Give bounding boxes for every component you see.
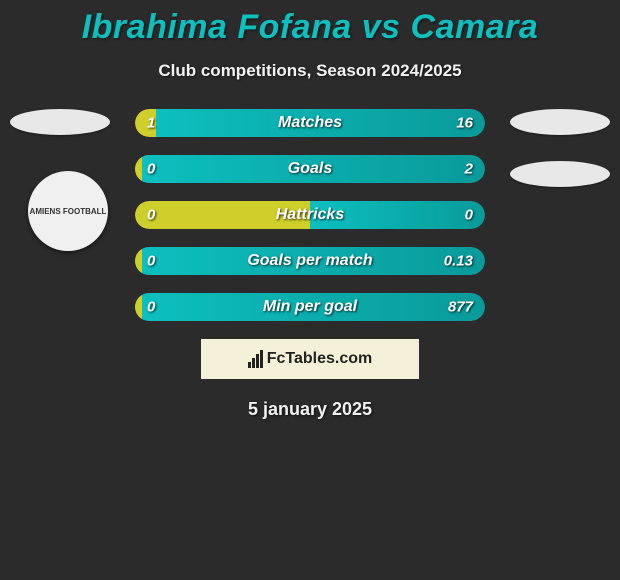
stat-label: Min per goal bbox=[135, 298, 485, 316]
placeholder-oval bbox=[10, 109, 110, 135]
page-subtitle: Club competitions, Season 2024/2025 bbox=[0, 61, 620, 81]
attribution-banner: FcTables.com bbox=[201, 339, 419, 379]
club-badge-left: AMIENS FOOTBALL bbox=[28, 171, 108, 251]
placeholder-oval bbox=[510, 161, 610, 187]
comparison-chart: AMIENS FOOTBALL 116Matches 02Goals 00Hattr… bbox=[0, 109, 620, 420]
stat-label: Matches bbox=[135, 114, 485, 132]
stat-row: 0877Min per goal bbox=[135, 293, 485, 321]
stat-label: Goals bbox=[135, 160, 485, 178]
attribution-text: FcTables.com bbox=[267, 350, 373, 368]
stat-label: Hattricks bbox=[135, 206, 485, 224]
stat-row: 116Matches bbox=[135, 109, 485, 137]
page-title: Ibrahima Fofana vs Camara bbox=[0, 0, 620, 47]
stat-row: 02Goals bbox=[135, 155, 485, 183]
club-badge-text: AMIENS FOOTBALL bbox=[30, 207, 107, 216]
bar-chart-icon bbox=[248, 350, 263, 368]
stat-bars: 116Matches 02Goals 00Hattricks 00.13Goals p… bbox=[135, 109, 485, 321]
stat-row: 00Hattricks bbox=[135, 201, 485, 229]
placeholder-oval bbox=[510, 109, 610, 135]
page-date: 5 january 2025 bbox=[0, 399, 620, 420]
player-right-ovals bbox=[510, 109, 610, 213]
player-left-ovals bbox=[10, 109, 110, 161]
stat-row: 00.13Goals per match bbox=[135, 247, 485, 275]
stat-label: Goals per match bbox=[135, 252, 485, 270]
